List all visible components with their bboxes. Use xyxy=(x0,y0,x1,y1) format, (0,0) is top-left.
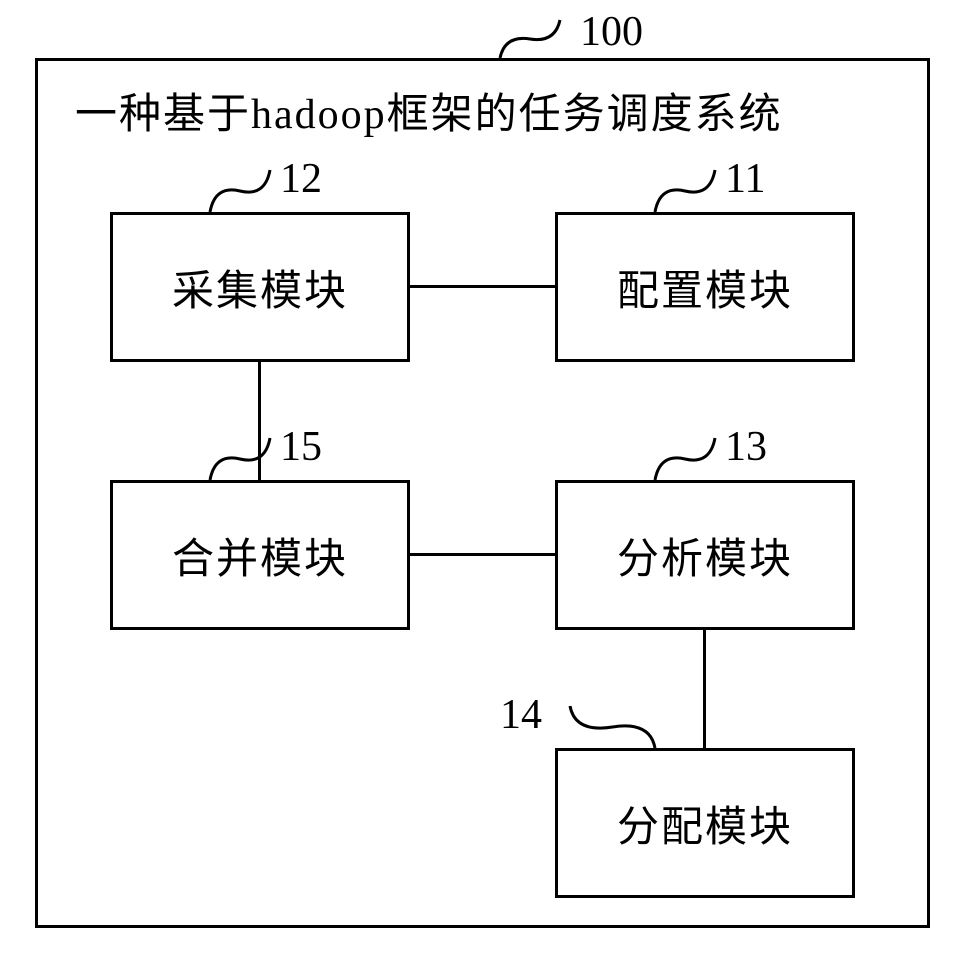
connector-collect-config xyxy=(410,285,555,288)
connector-collect-merge xyxy=(258,362,261,480)
connector-merge-analyze xyxy=(410,553,555,556)
module-curve-allocate xyxy=(0,0,968,960)
connector-analyze-allocate xyxy=(703,630,706,748)
